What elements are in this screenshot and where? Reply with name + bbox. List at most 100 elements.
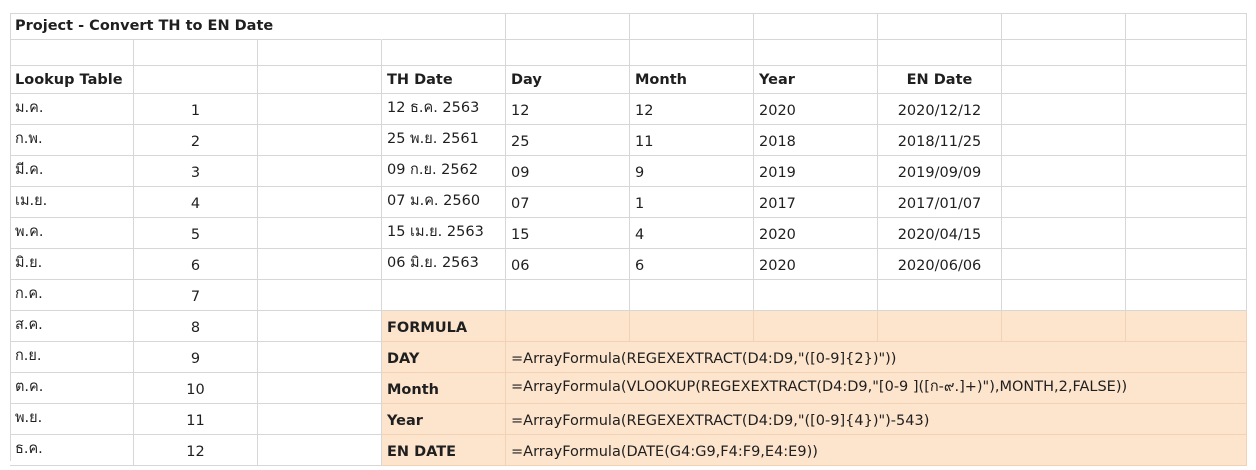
en-date-cell[interactable]: 2020/06/06 — [878, 249, 1002, 280]
empty-cell[interactable] — [1126, 94, 1247, 125]
en-date-cell[interactable]: 2019/09/09 — [878, 156, 1002, 187]
lookup-th-month-cell[interactable]: ธ.ค. — [10, 435, 134, 466]
empty-cell[interactable] — [754, 40, 878, 66]
month-cell[interactable]: 11 — [630, 125, 754, 156]
year-header[interactable]: Year — [754, 66, 878, 94]
th-date-header[interactable]: TH Date — [382, 66, 506, 94]
empty-cell[interactable] — [258, 66, 382, 94]
lookup-th-month-cell[interactable]: พ.ย. — [10, 404, 134, 435]
month-header[interactable]: Month — [630, 66, 754, 94]
empty-cell[interactable] — [1002, 218, 1126, 249]
empty-cell[interactable] — [1126, 66, 1247, 94]
empty-cell[interactable] — [1002, 40, 1126, 66]
th-date-cell[interactable]: 12 ธ.ค. 2563 — [382, 94, 506, 125]
empty-cell[interactable] — [878, 13, 1002, 40]
month-cell[interactable]: 1 — [630, 187, 754, 218]
lookup-th-month-cell[interactable]: ก.ย. — [10, 342, 134, 373]
empty-cell[interactable] — [754, 13, 878, 40]
empty-cell[interactable] — [258, 280, 382, 311]
formula-empty-cell[interactable] — [1002, 311, 1126, 342]
lookup-number-cell[interactable]: 3 — [134, 156, 258, 187]
lookup-number-cell[interactable]: 9 — [134, 342, 258, 373]
en-date-cell[interactable]: 2018/11/25 — [878, 125, 1002, 156]
lookup-th-month-cell[interactable]: มิ.ย. — [10, 249, 134, 280]
lookup-number-cell[interactable]: 5 — [134, 218, 258, 249]
lookup-th-month-cell[interactable]: ส.ค. — [10, 311, 134, 342]
lookup-number-cell[interactable]: 7 — [134, 280, 258, 311]
lookup-th-month-cell[interactable]: ก.ค. — [10, 280, 134, 311]
empty-cell[interactable] — [258, 218, 382, 249]
formula-text-cell[interactable]: =ArrayFormula(REGEXEXTRACT(D4:D9,"([0-9]… — [506, 404, 1247, 435]
empty-cell[interactable] — [258, 311, 382, 342]
empty-cell[interactable] — [382, 40, 506, 66]
empty-cell[interactable] — [258, 125, 382, 156]
day-cell[interactable]: 12 — [506, 94, 630, 125]
empty-cell[interactable] — [878, 40, 1002, 66]
day-cell[interactable]: 06 — [506, 249, 630, 280]
th-date-cell[interactable]: 15 เม.ย. 2563 — [382, 218, 506, 249]
formula-empty-cell[interactable] — [1126, 311, 1247, 342]
empty-cell[interactable] — [1126, 156, 1247, 187]
empty-cell[interactable] — [382, 280, 506, 311]
empty-cell[interactable] — [506, 280, 630, 311]
empty-cell[interactable] — [630, 13, 754, 40]
empty-cell[interactable] — [1002, 94, 1126, 125]
empty-cell[interactable] — [258, 187, 382, 218]
formula-empty-cell[interactable] — [506, 311, 630, 342]
th-date-cell[interactable]: 07 ม.ค. 2560 — [382, 187, 506, 218]
formula-text-cell[interactable]: =ArrayFormula(VLOOKUP(REGEXEXTRACT(D4:D9… — [506, 373, 1247, 404]
month-cell[interactable]: 4 — [630, 218, 754, 249]
lookup-number-cell[interactable]: 8 — [134, 311, 258, 342]
day-cell[interactable]: 09 — [506, 156, 630, 187]
lookup-number-cell[interactable]: 2 — [134, 125, 258, 156]
formula-header-cell[interactable]: FORMULA — [382, 311, 506, 342]
empty-cell[interactable] — [1002, 13, 1126, 40]
en-date-cell[interactable]: 2020/12/12 — [878, 94, 1002, 125]
empty-cell[interactable] — [1126, 40, 1247, 66]
lookup-number-cell[interactable]: 4 — [134, 187, 258, 218]
th-date-cell[interactable]: 09 ก.ย. 2562 — [382, 156, 506, 187]
year-cell[interactable]: 2020 — [754, 218, 878, 249]
day-cell[interactable]: 07 — [506, 187, 630, 218]
empty-cell[interactable] — [1002, 249, 1126, 280]
empty-cell[interactable] — [1002, 66, 1126, 94]
en-date-header[interactable]: EN Date — [878, 66, 1002, 94]
formula-text-cell[interactable]: =ArrayFormula(REGEXEXTRACT(D4:D9,"([0-9]… — [506, 342, 1247, 373]
empty-cell[interactable] — [258, 342, 382, 373]
lookup-th-month-cell[interactable]: พ.ค. — [10, 218, 134, 249]
lookup-number-cell[interactable]: 1 — [134, 94, 258, 125]
lookup-th-month-cell[interactable]: มี.ค. — [10, 156, 134, 187]
month-cell[interactable]: 6 — [630, 249, 754, 280]
empty-cell[interactable] — [1002, 156, 1126, 187]
empty-cell[interactable] — [506, 40, 630, 66]
empty-cell[interactable] — [754, 280, 878, 311]
month-cell[interactable]: 9 — [630, 156, 754, 187]
th-date-cell[interactable]: 06 มิ.ย. 2563 — [382, 249, 506, 280]
formula-empty-cell[interactable] — [630, 311, 754, 342]
year-cell[interactable]: 2020 — [754, 249, 878, 280]
empty-cell[interactable] — [1126, 187, 1247, 218]
empty-cell[interactable] — [506, 13, 630, 40]
formula-label-cell[interactable]: Year — [382, 404, 506, 435]
year-cell[interactable]: 2020 — [754, 94, 878, 125]
year-cell[interactable]: 2019 — [754, 156, 878, 187]
empty-cell[interactable] — [630, 280, 754, 311]
empty-cell[interactable] — [1126, 13, 1247, 40]
lookup-number-cell[interactable]: 10 — [134, 373, 258, 404]
title-cell[interactable]: Project - Convert TH to EN Date — [10, 13, 382, 40]
empty-cell[interactable] — [1002, 187, 1126, 218]
empty-cell[interactable] — [1002, 280, 1126, 311]
empty-cell[interactable] — [1002, 125, 1126, 156]
lookup-number-cell[interactable]: 6 — [134, 249, 258, 280]
lookup-th-month-cell[interactable]: ม.ค. — [10, 94, 134, 125]
formula-empty-cell[interactable] — [754, 311, 878, 342]
lookup-th-month-cell[interactable]: เม.ย. — [10, 187, 134, 218]
empty-cell[interactable] — [1126, 125, 1247, 156]
empty-cell[interactable] — [134, 40, 258, 66]
lookup-number-cell[interactable]: 11 — [134, 404, 258, 435]
lookup-th-month-cell[interactable]: ต.ค. — [10, 373, 134, 404]
empty-cell[interactable] — [1126, 218, 1247, 249]
formula-label-cell[interactable]: DAY — [382, 342, 506, 373]
empty-cell[interactable] — [382, 13, 506, 40]
empty-cell[interactable] — [1126, 249, 1247, 280]
